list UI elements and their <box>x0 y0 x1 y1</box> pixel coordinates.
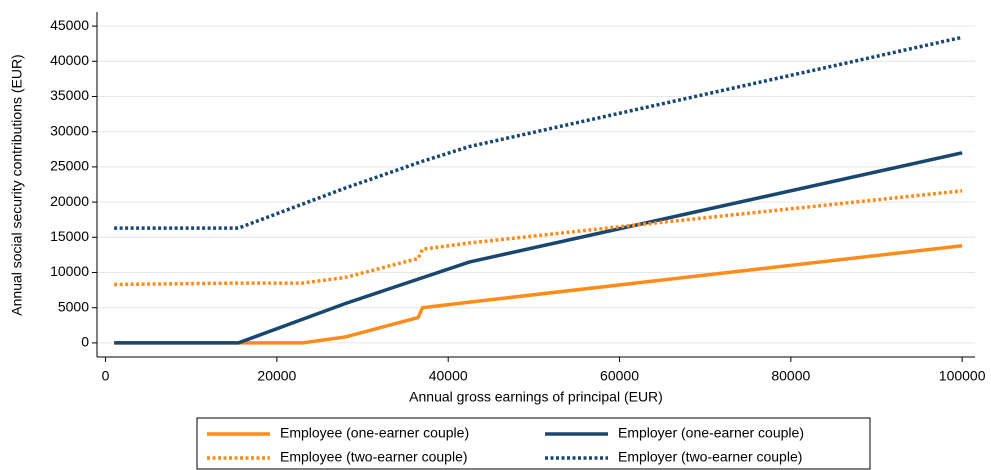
legend-label: Employee (one-earner couple) <box>280 425 469 441</box>
legend-label: Employer (one-earner couple) <box>618 425 804 441</box>
x-tick-label: 20000 <box>257 368 296 384</box>
x-tick-label: 80000 <box>771 368 810 384</box>
x-tick-label: 60000 <box>600 368 639 384</box>
legend-label: Employee (two-earner couple) <box>280 449 468 465</box>
legend-box <box>196 417 871 470</box>
x-tick-label: 0 <box>102 368 110 384</box>
x-tick-label: 40000 <box>429 368 468 384</box>
y-tick-label: 0 <box>81 334 89 350</box>
x-axis-label: Annual gross earnings of principal (EUR) <box>409 389 663 405</box>
y-tick-label: 40000 <box>50 52 89 68</box>
y-axis-label: Annual social security contributions (EU… <box>9 54 25 315</box>
line-series <box>114 189 963 287</box>
y-tick-label: 10000 <box>50 263 89 279</box>
legend-label: Employer (two-earner couple) <box>618 449 802 465</box>
y-tick-label: 25000 <box>50 158 89 174</box>
y-tick-label: 15000 <box>50 228 89 244</box>
line-series <box>114 244 963 345</box>
y-tick-label: 45000 <box>50 17 89 33</box>
line-series <box>114 35 963 230</box>
x-tick-label: 100000 <box>939 368 986 384</box>
y-tick-label: 35000 <box>50 87 89 103</box>
y-tick-label: 30000 <box>50 122 89 138</box>
y-tick-label: 5000 <box>58 298 89 314</box>
y-tick-label: 20000 <box>50 193 89 209</box>
